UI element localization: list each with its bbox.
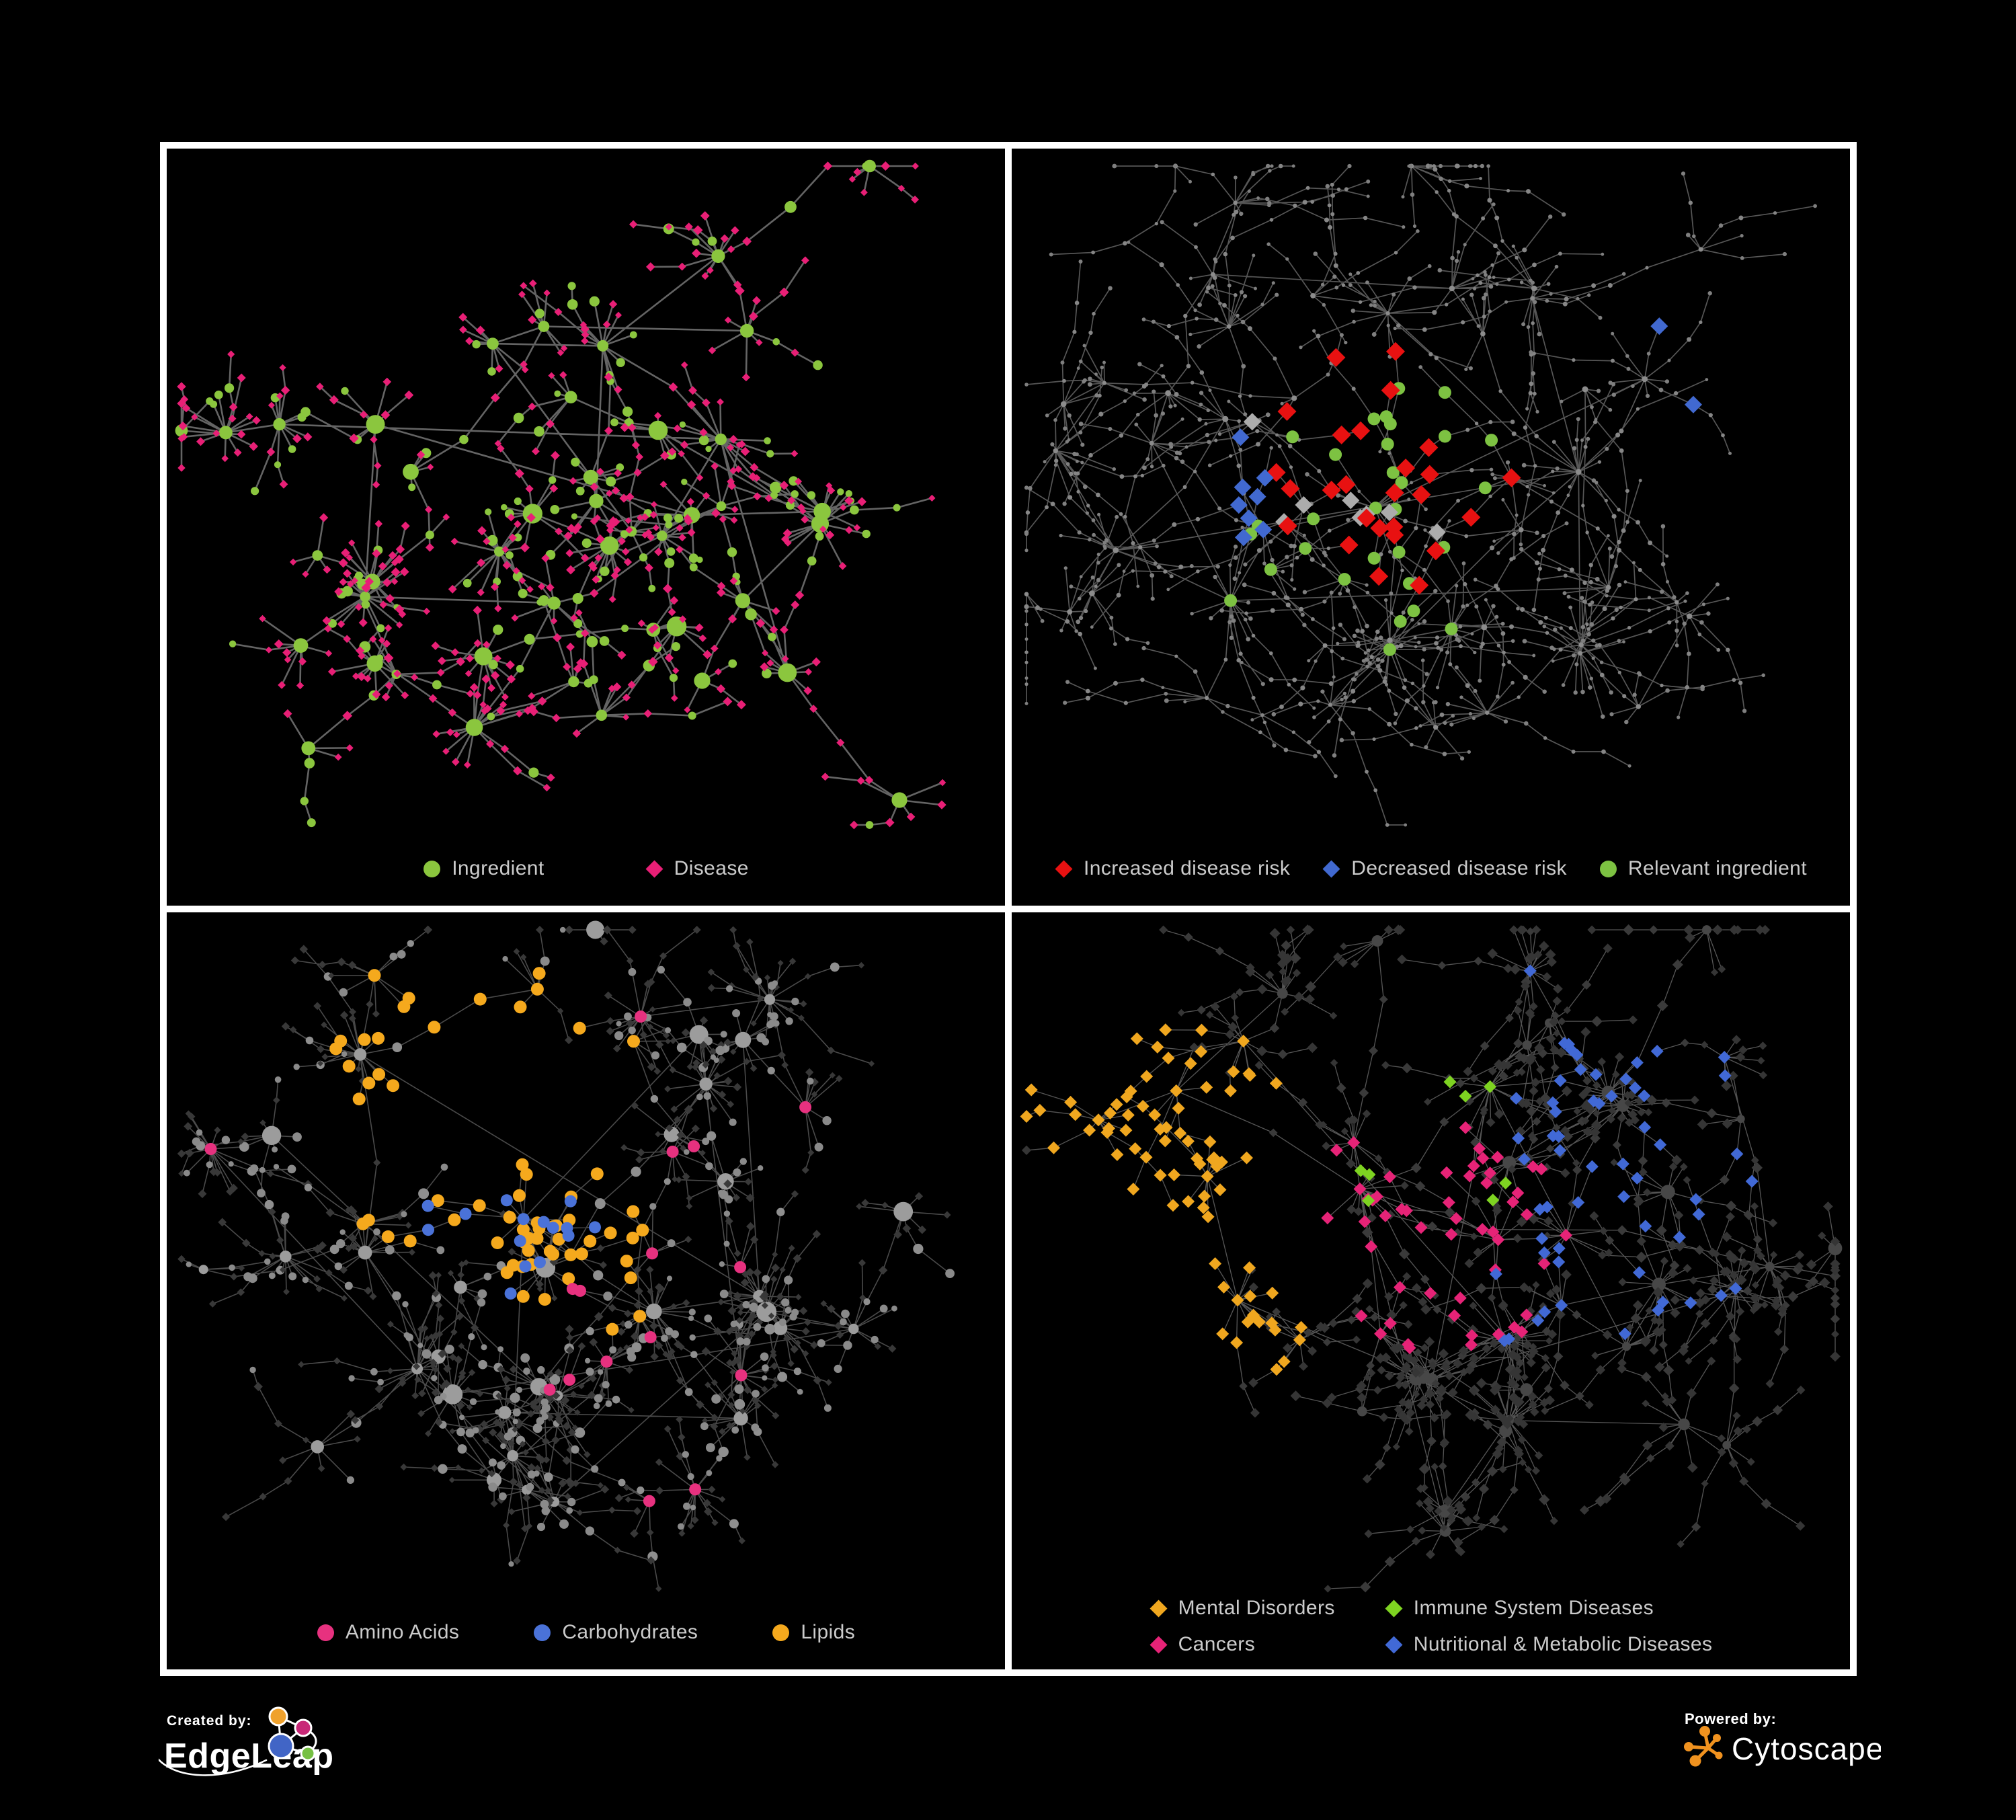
legend-item-increased-disease-risk: Increased disease risk: [1055, 857, 1290, 880]
panel-nutrient-class-network: Amino Acids Carbohydrates Lipids: [167, 912, 1005, 1669]
legend-item-cancers: Cancers: [1150, 1633, 1335, 1656]
legend-label-immune-system-diseases: Immune System Diseases: [1413, 1597, 1654, 1619]
legend-nutrient-class: Amino Acids Carbohydrates Lipids: [167, 1621, 1005, 1644]
legend-item-carbohydrates: Carbohydrates: [533, 1621, 698, 1644]
cytoscape-wordmark: Cytoscape: [1732, 1731, 1881, 1766]
network-graph-nutrient-class: [177, 920, 955, 1592]
diamond-swatch-icon-nutritional-metabolic-diseases: [1385, 1636, 1403, 1653]
legend-item-decreased-disease-risk: Decreased disease risk: [1322, 857, 1567, 880]
diamond-swatch-icon-mental-disorders: [1150, 1599, 1168, 1617]
legend-disease-risk: Increased disease risk Decreased disease …: [1012, 857, 1850, 880]
four-panel-network-board: Ingredient Disease Increased disease risk…: [160, 142, 1857, 1676]
legend-item-immune-system-diseases: Immune System Diseases: [1385, 1597, 1713, 1620]
edgeleap-network-icon: [159, 1706, 317, 1776]
diamond-swatch-icon-cancers: [1150, 1636, 1168, 1653]
legend-item-mental-disorders: Mental Disorders: [1150, 1597, 1335, 1620]
circle-swatch-icon-amino-acids: [317, 1624, 334, 1641]
legend-item-disease: Disease: [645, 857, 749, 880]
legend-item-amino-acids: Amino Acids: [317, 1621, 459, 1644]
legend-label-lipids: Lipids: [801, 1621, 856, 1643]
created-by-label: Created by:: [167, 1713, 252, 1729]
legend-disease-category: Mental Disorders Immune System Diseases Ca…: [1012, 1597, 1850, 1656]
circle-swatch-icon-lipids: [772, 1624, 790, 1641]
panel-ingredient-disease-network: Ingredient Disease: [167, 149, 1005, 906]
legend-item-lipids: Lipids: [772, 1621, 855, 1644]
legend-label-decreased-disease-risk: Decreased disease risk: [1351, 857, 1567, 879]
network-graph-disease-risk: [1024, 163, 1817, 827]
powered-by-label: Powered by:: [1685, 1710, 1776, 1727]
legend-label-ingredient: Ingredient: [452, 857, 545, 879]
legend-label-nutritional-metabolic-diseases: Nutritional & Metabolic Diseases: [1413, 1633, 1713, 1655]
circle-swatch-icon-relevant-ingredient: [1599, 860, 1617, 877]
diamond-swatch-icon-increased-disease-risk: [1055, 860, 1073, 877]
cytoscape-logo: Powered by: Cytoscape: [1684, 1710, 1881, 1767]
legend-label-amino-acids: Amino Acids: [345, 1621, 460, 1643]
cytoscape-network-icon: [1684, 1726, 1723, 1767]
legend-item-nutritional-metabolic-diseases: Nutritional & Metabolic Diseases: [1385, 1633, 1713, 1656]
legend-item-relevant-ingredient: Relevant ingredient: [1599, 857, 1807, 880]
panel-disease-category-network: Mental Disorders Immune System Diseases Ca…: [1012, 912, 1850, 1669]
legend-label-increased-disease-risk: Increased disease risk: [1084, 857, 1291, 879]
diamond-swatch-icon-decreased-disease-risk: [1322, 860, 1340, 877]
legend-label-carbohydrates: Carbohydrates: [562, 1621, 698, 1643]
legend-label-disease: Disease: [674, 857, 749, 879]
legend-label-mental-disorders: Mental Disorders: [1178, 1597, 1335, 1619]
legend-label-relevant-ingredient: Relevant ingredient: [1627, 857, 1807, 879]
legend-label-cancers: Cancers: [1178, 1633, 1256, 1655]
panel-disease-risk-network: Increased disease risk Decreased disease …: [1012, 149, 1850, 906]
diamond-swatch-icon-immune-system-diseases: [1385, 1599, 1403, 1617]
network-graph-ingredient-disease: [175, 159, 946, 830]
circle-swatch-icon-carbohydrates: [534, 1624, 551, 1641]
legend-item-ingredient: Ingredient: [423, 857, 544, 880]
edgeleap-logo: Created by: EdgeLeap: [159, 1706, 333, 1776]
diamond-swatch-icon-disease: [645, 860, 663, 877]
network-graph-disease-category: [1020, 924, 1843, 1593]
legend-ingredient-disease: Ingredient Disease: [167, 857, 1005, 880]
circle-swatch-icon-ingredient: [424, 860, 441, 877]
